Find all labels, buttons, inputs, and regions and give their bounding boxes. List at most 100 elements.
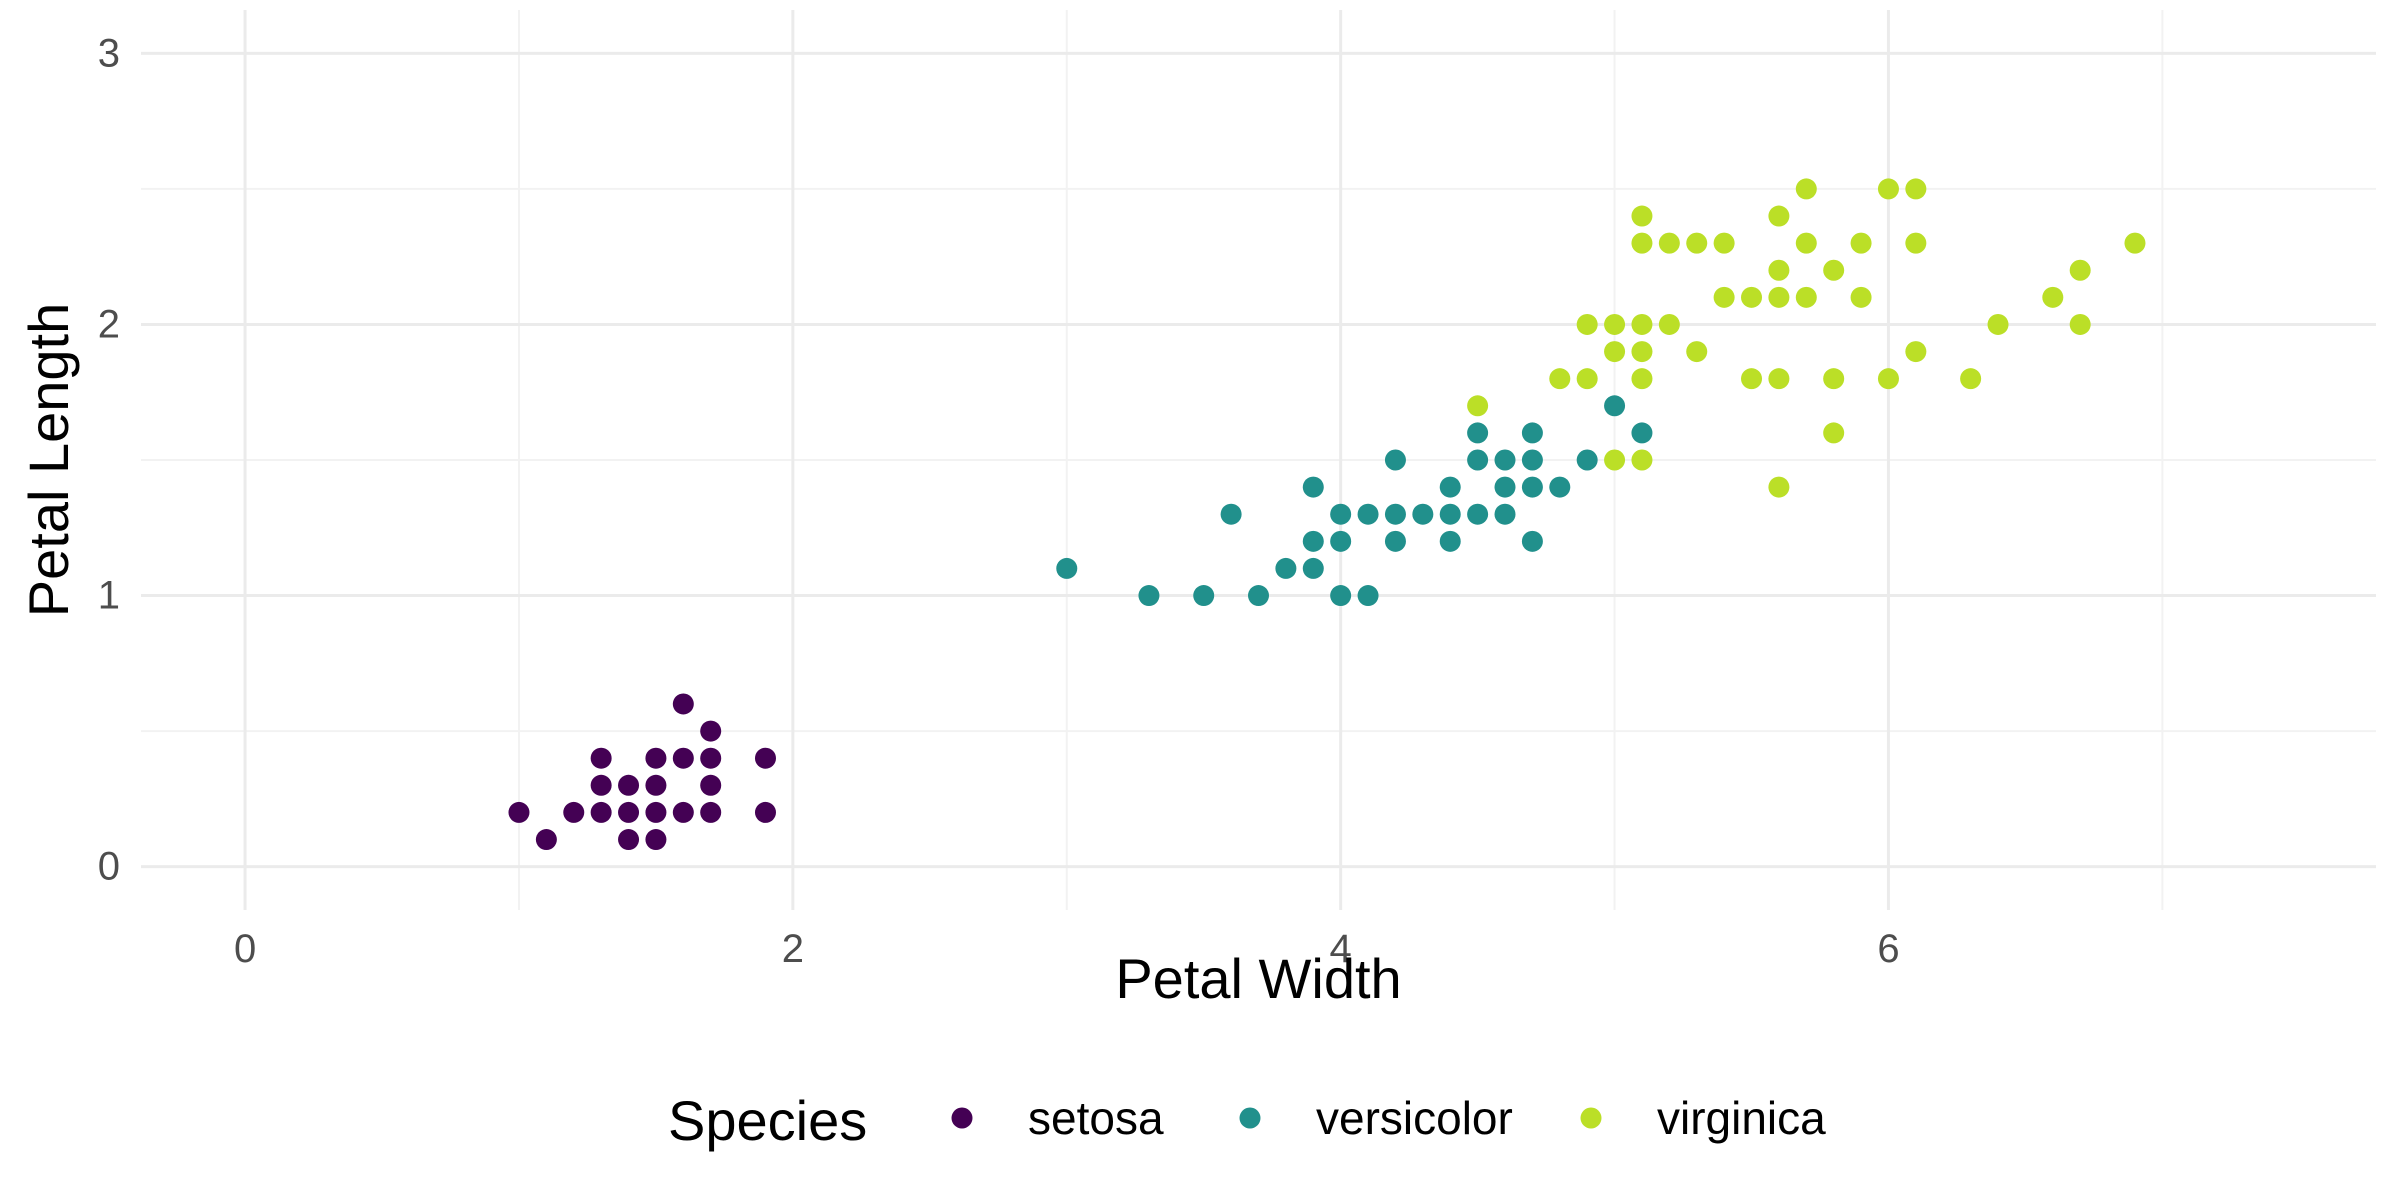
data-point-virginica	[1576, 368, 1598, 390]
data-point-virginica	[1768, 476, 1790, 498]
data-point-setosa	[700, 720, 722, 742]
data-point-virginica	[1768, 259, 1790, 281]
data-point-versicolor	[1193, 585, 1215, 607]
data-point-setosa	[618, 801, 640, 823]
data-point-setosa	[590, 774, 612, 796]
data-points	[508, 178, 2146, 851]
data-point-setosa	[645, 747, 667, 769]
legend-key-virginica	[1580, 1107, 1602, 1129]
data-point-setosa	[508, 801, 530, 823]
data-point-virginica	[1987, 313, 2009, 335]
data-point-versicolor	[1439, 530, 1461, 552]
data-point-virginica	[1850, 232, 1872, 254]
data-point-virginica	[2124, 232, 2146, 254]
grid-lines	[141, 10, 2376, 910]
data-point-versicolor	[1412, 503, 1434, 525]
data-point-setosa	[672, 693, 694, 715]
data-point-virginica	[1823, 259, 1845, 281]
data-point-versicolor	[1549, 476, 1571, 498]
data-point-versicolor	[1384, 449, 1406, 471]
data-point-virginica	[1877, 178, 1899, 200]
data-point-versicolor	[1521, 530, 1543, 552]
data-point-versicolor	[1576, 449, 1598, 471]
data-point-versicolor	[1357, 503, 1379, 525]
legend-label-setosa: setosa	[1028, 1092, 1164, 1144]
data-point-virginica	[1768, 368, 1790, 390]
data-point-versicolor	[1384, 503, 1406, 525]
data-point-virginica	[1768, 205, 1790, 227]
data-point-virginica	[1741, 286, 1763, 308]
data-point-virginica	[1467, 395, 1489, 417]
data-point-versicolor	[1467, 422, 1489, 444]
data-point-virginica	[1795, 178, 1817, 200]
x-axis-title: Petal Width	[1115, 947, 1401, 1010]
data-point-virginica	[1686, 341, 1708, 363]
data-point-versicolor	[1384, 530, 1406, 552]
data-point-virginica	[1631, 368, 1653, 390]
data-point-virginica	[1631, 313, 1653, 335]
data-point-versicolor	[1439, 476, 1461, 498]
data-point-versicolor	[1521, 422, 1543, 444]
data-point-virginica	[2069, 313, 2091, 335]
data-point-versicolor	[1494, 476, 1516, 498]
data-point-virginica	[1960, 368, 1982, 390]
data-point-versicolor	[1275, 557, 1297, 579]
data-point-virginica	[1795, 286, 1817, 308]
legend-key-versicolor	[1239, 1107, 1261, 1129]
data-point-setosa	[618, 774, 640, 796]
data-point-versicolor	[1521, 476, 1543, 498]
data-point-setosa	[672, 801, 694, 823]
x-tick-label: 0	[234, 927, 256, 971]
legend-label-versicolor: versicolor	[1316, 1092, 1513, 1144]
data-point-versicolor	[1248, 585, 1269, 607]
data-point-setosa	[645, 801, 667, 823]
y-tick-label: 3	[98, 31, 120, 75]
data-point-setosa	[700, 801, 722, 823]
legend-label-virginica: virginica	[1657, 1092, 1826, 1144]
data-point-setosa	[700, 774, 722, 796]
data-point-virginica	[2069, 259, 2091, 281]
data-point-virginica	[1713, 232, 1735, 254]
data-point-virginica	[1823, 422, 1845, 444]
legend: Species setosa versicolor virginica	[668, 1089, 1826, 1152]
data-point-versicolor	[1467, 449, 1489, 471]
data-point-virginica	[1713, 286, 1735, 308]
data-point-virginica	[1768, 286, 1790, 308]
data-point-versicolor	[1439, 503, 1461, 525]
data-point-versicolor	[1302, 557, 1324, 579]
data-point-virginica	[1604, 449, 1626, 471]
data-point-setosa	[645, 829, 667, 851]
data-point-versicolor	[1357, 585, 1379, 607]
data-point-virginica	[1631, 205, 1653, 227]
data-point-versicolor	[1330, 585, 1352, 607]
legend-key-setosa	[951, 1107, 973, 1129]
data-point-virginica	[1549, 368, 1571, 390]
data-point-versicolor	[1220, 503, 1242, 525]
data-point-versicolor	[1302, 530, 1324, 552]
y-tick-label: 0	[98, 845, 120, 889]
data-point-versicolor	[1330, 503, 1352, 525]
data-point-setosa	[672, 747, 694, 769]
data-point-versicolor	[1494, 503, 1516, 525]
data-point-virginica	[1850, 286, 1872, 308]
data-point-virginica	[1823, 368, 1845, 390]
data-point-versicolor	[1467, 503, 1489, 525]
data-point-virginica	[1658, 313, 1680, 335]
data-point-virginica	[1631, 341, 1653, 363]
data-point-setosa	[590, 801, 612, 823]
data-point-virginica	[1658, 232, 1680, 254]
data-point-virginica	[1905, 232, 1927, 254]
data-point-setosa	[618, 829, 640, 851]
data-point-versicolor	[1330, 530, 1352, 552]
data-point-virginica	[1741, 368, 1763, 390]
data-point-virginica	[1604, 313, 1626, 335]
data-point-versicolor	[1494, 449, 1516, 471]
data-point-setosa	[535, 829, 557, 851]
data-point-setosa	[754, 801, 776, 823]
y-axis-title: Petal Length	[17, 303, 80, 617]
data-point-versicolor	[1138, 585, 1160, 607]
y-tick-label: 1	[98, 574, 120, 618]
data-point-setosa	[754, 747, 776, 769]
x-tick-label: 2	[782, 927, 804, 971]
